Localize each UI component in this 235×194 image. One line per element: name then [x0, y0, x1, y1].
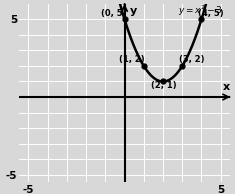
- Text: (2, 1): (2, 1): [151, 81, 177, 90]
- Text: (1, 2): (1, 2): [119, 55, 145, 64]
- Text: x: x: [223, 81, 230, 92]
- Text: (4, 5): (4, 5): [198, 9, 224, 18]
- Text: y: y: [129, 6, 137, 16]
- Text: (3, 2): (3, 2): [179, 55, 205, 64]
- Text: (0, 5): (0, 5): [101, 9, 127, 18]
- Text: $y = x^2 - 3$: $y = x^2 - 3$: [178, 3, 223, 17]
